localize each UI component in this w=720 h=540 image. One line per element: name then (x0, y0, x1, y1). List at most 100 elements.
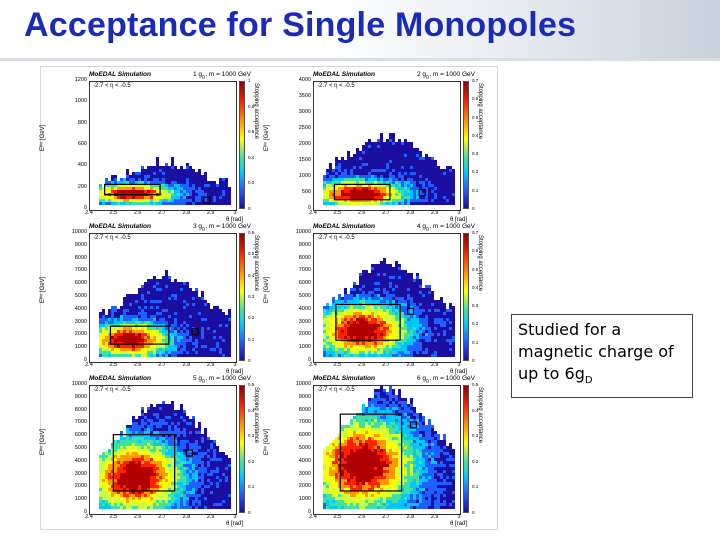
heatmap-cell (168, 321, 171, 324)
heatmap-cell (147, 422, 150, 425)
heatmap-cell (419, 351, 422, 354)
heatmap-cell (129, 327, 132, 330)
heatmap-cell (371, 276, 374, 279)
heatmap-cell (132, 172, 135, 175)
heatmap-cell (428, 190, 431, 193)
heatmap-cell (350, 479, 353, 482)
heatmap-cell (117, 488, 120, 491)
heatmap-cell (419, 309, 422, 312)
heatmap-cell (377, 324, 380, 327)
heatmap-cell (198, 449, 201, 452)
heatmap-cell (174, 437, 177, 440)
heatmap-cell (416, 181, 419, 184)
heatmap-cell (147, 351, 150, 354)
heatmap-cell (207, 467, 210, 470)
heatmap-cell (368, 294, 371, 297)
heatmap-cell (171, 476, 174, 479)
heatmap-cell (323, 467, 326, 470)
heatmap-cell (353, 506, 356, 509)
eta-range-label: -2.7 < η < -0.5 (93, 235, 131, 241)
heatmap-cell (207, 181, 210, 184)
heatmap-cell (147, 479, 150, 482)
heatmap-cell (434, 181, 437, 184)
heatmap-cell (428, 342, 431, 345)
heatmap-cell (446, 184, 449, 187)
heatmap-cell (189, 440, 192, 443)
heatmap-cell (228, 464, 231, 467)
x-tick-label: 2.7 (382, 210, 390, 216)
heatmap-cell (344, 428, 347, 431)
heatmap-cell (102, 506, 105, 509)
heatmap-cell (183, 193, 186, 196)
heatmap-cell (407, 318, 410, 321)
heatmap-cell (192, 437, 195, 440)
heatmap-cell (446, 178, 449, 181)
heatmap-cell (195, 202, 198, 205)
heatmap-cell (198, 473, 201, 476)
heatmap-cell (338, 199, 341, 202)
heatmap-cell (156, 434, 159, 437)
heatmap-cell (326, 342, 329, 345)
heatmap-cell (165, 500, 168, 503)
heatmap-cell (440, 199, 443, 202)
heatmap-cell (392, 288, 395, 291)
heatmap-cell (410, 297, 413, 300)
heatmap-cell (180, 285, 183, 288)
heatmap-cell (207, 452, 210, 455)
heatmap-cell (359, 276, 362, 279)
heatmap-cell (228, 345, 231, 348)
colorbar-title: Stopping acceptance (477, 83, 483, 140)
heatmap-cell (228, 485, 231, 488)
heatmap-cell (114, 473, 117, 476)
heatmap-cell (150, 443, 153, 446)
heatmap-cell (216, 473, 219, 476)
heatmap-cell (135, 431, 138, 434)
heatmap-cell (174, 413, 177, 416)
heatmap-cell (228, 500, 231, 503)
heatmap-cell (219, 461, 222, 464)
heatmap-cell (144, 196, 147, 199)
heatmap-cell (105, 333, 108, 336)
heatmap-cell (192, 431, 195, 434)
heatmap-cell (198, 428, 201, 431)
heatmap-cell (225, 345, 228, 348)
heatmap-cell (440, 315, 443, 318)
heatmap-cell (150, 285, 153, 288)
heatmap-cell (171, 428, 174, 431)
heatmap-cell (344, 172, 347, 175)
heatmap-cell (213, 339, 216, 342)
heatmap-cell (341, 503, 344, 506)
heatmap-cell (195, 449, 198, 452)
heatmap-cell (186, 500, 189, 503)
heatmap-cell (156, 184, 159, 187)
heatmap-cell (138, 184, 141, 187)
heatmap-cell (129, 476, 132, 479)
heatmap-cell (222, 452, 225, 455)
heatmap-cell (108, 348, 111, 351)
heatmap-cell (341, 443, 344, 446)
heatmap-cell (141, 461, 144, 464)
heatmap-cell (419, 279, 422, 282)
heatmap-cell (189, 482, 192, 485)
heatmap-cell (159, 282, 162, 285)
heatmap-cell (102, 482, 105, 485)
heatmap-cell (99, 470, 102, 473)
heatmap-cell (183, 312, 186, 315)
heatmap-cell (422, 348, 425, 351)
heatmap-cell (171, 485, 174, 488)
heatmap-cell (210, 494, 213, 497)
heatmap-cell (135, 482, 138, 485)
heatmap-cell (365, 181, 368, 184)
heatmap-cell (338, 467, 341, 470)
heatmap-cell (446, 336, 449, 339)
heatmap-cell (162, 476, 165, 479)
heatmap-cell (419, 175, 422, 178)
heatmap-cell (228, 309, 231, 312)
heatmap-cell (380, 291, 383, 294)
heatmap-cell (114, 497, 117, 500)
heatmap-cell (168, 327, 171, 330)
heatmap-cell (395, 190, 398, 193)
heatmap-cell (177, 282, 180, 285)
colorbar-title: Stopping acceptance (253, 235, 259, 292)
heatmap-cell (192, 455, 195, 458)
